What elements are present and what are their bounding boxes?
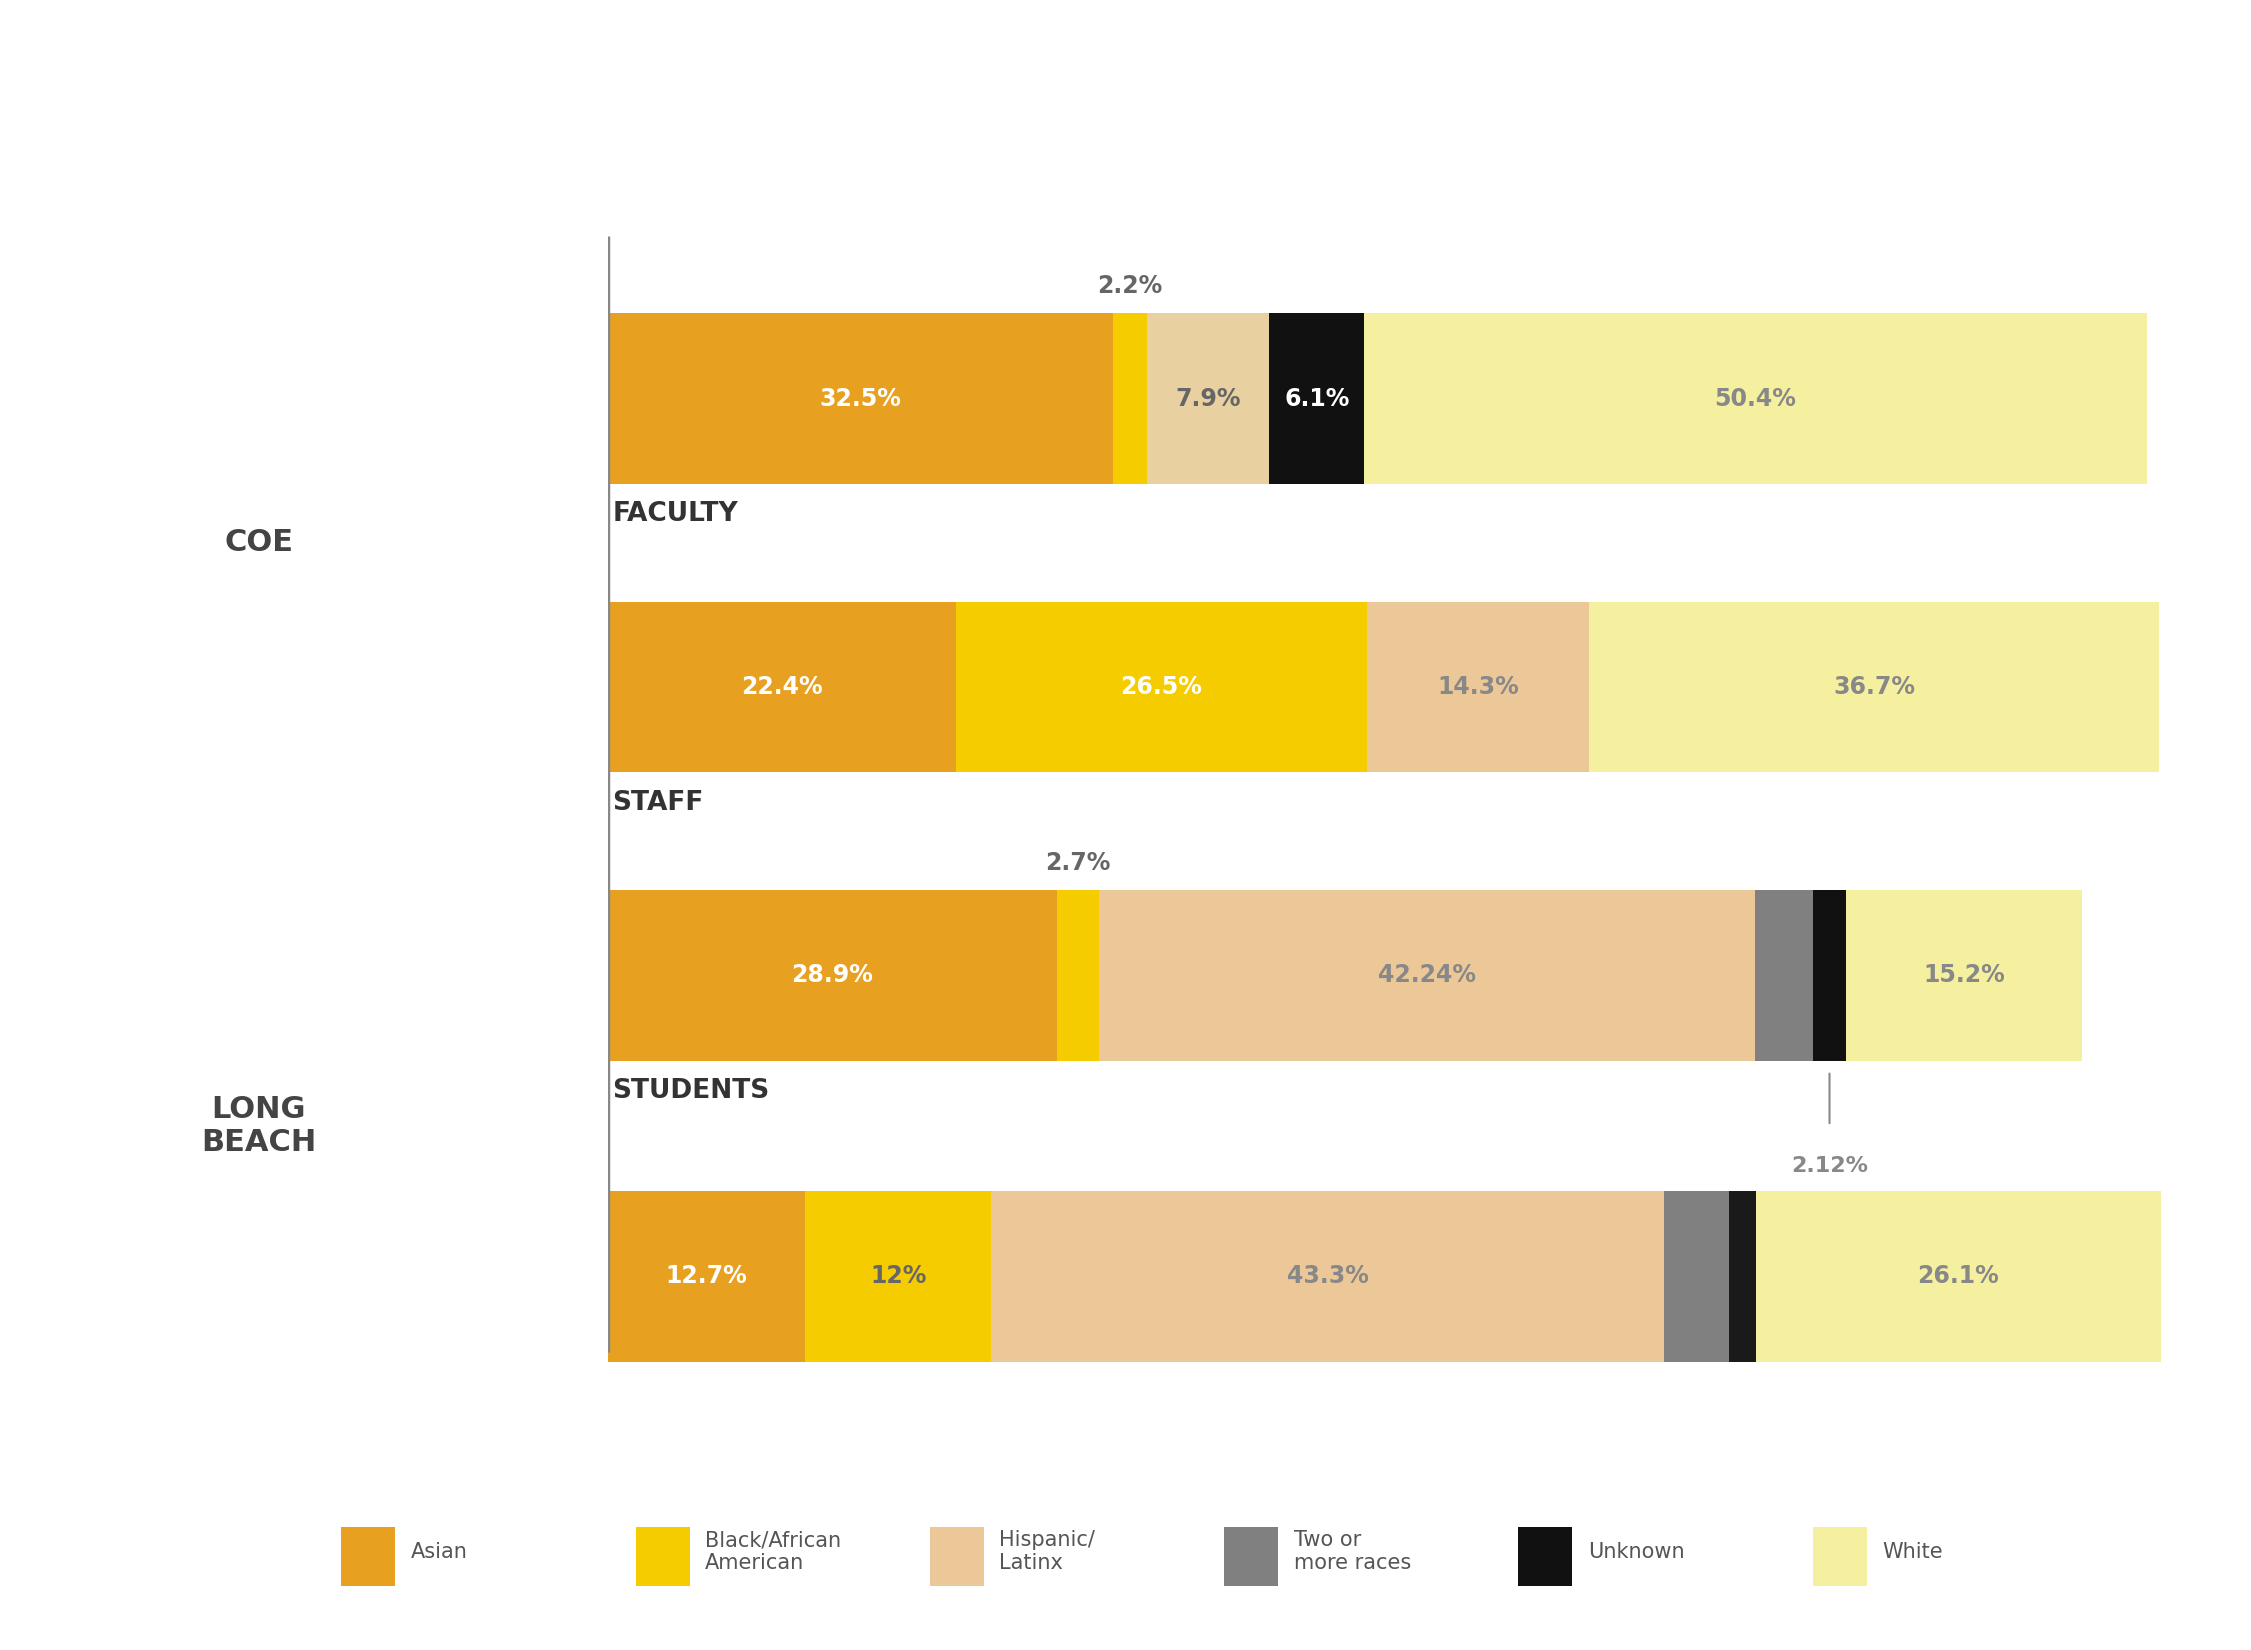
Bar bbox=[1756, 1191, 2161, 1361]
Text: 26.1%: 26.1% bbox=[1918, 1264, 1999, 1289]
Bar bbox=[1754, 891, 1812, 1061]
Text: Asian: Asian bbox=[412, 1541, 468, 1563]
Bar bbox=[1589, 602, 2159, 772]
Text: 6.1%: 6.1% bbox=[1283, 386, 1351, 411]
Text: 42.24%: 42.24% bbox=[1378, 964, 1477, 987]
Text: 14.3%: 14.3% bbox=[1438, 675, 1519, 700]
Text: 15.2%: 15.2% bbox=[1922, 964, 2006, 987]
Bar bbox=[1056, 891, 1098, 1061]
Text: 36.7%: 36.7% bbox=[1832, 675, 1916, 700]
Text: 12.7%: 12.7% bbox=[666, 1264, 747, 1289]
Bar bbox=[957, 602, 1366, 772]
Bar bbox=[635, 1526, 689, 1586]
Text: 2.2%: 2.2% bbox=[1096, 274, 1162, 299]
Bar bbox=[1146, 314, 1270, 483]
Text: 7.9%: 7.9% bbox=[1175, 386, 1240, 411]
Text: 2.7%: 2.7% bbox=[1044, 851, 1110, 874]
Bar bbox=[608, 314, 1112, 483]
Text: Two or
more races: Two or more races bbox=[1294, 1530, 1411, 1574]
Bar bbox=[1225, 1526, 1279, 1586]
Bar bbox=[1112, 314, 1146, 483]
Text: Hispanic/
Latinx: Hispanic/ Latinx bbox=[999, 1530, 1096, 1574]
Bar bbox=[930, 1526, 984, 1586]
Text: STUDENTS: STUDENTS bbox=[612, 1079, 770, 1104]
Text: 12%: 12% bbox=[871, 1264, 927, 1289]
Text: 32.5%: 32.5% bbox=[819, 386, 900, 411]
Text: FACULTY: FACULTY bbox=[612, 502, 738, 528]
Bar bbox=[990, 1191, 1663, 1361]
Bar bbox=[1098, 891, 1754, 1061]
Text: Unknown: Unknown bbox=[1587, 1541, 1684, 1563]
Text: 26.5%: 26.5% bbox=[1121, 675, 1202, 700]
Text: 28.9%: 28.9% bbox=[792, 964, 873, 987]
Bar bbox=[1366, 602, 1589, 772]
Bar bbox=[342, 1526, 396, 1586]
Bar bbox=[608, 602, 957, 772]
Text: COE DEMOGRAPHICS: COE DEMOGRAPHICS bbox=[122, 66, 840, 124]
Bar bbox=[1812, 1526, 1866, 1586]
Text: 43.3%: 43.3% bbox=[1288, 1264, 1369, 1289]
Text: STAFF: STAFF bbox=[612, 790, 705, 815]
Text: 50.4%: 50.4% bbox=[1715, 386, 1796, 411]
Bar bbox=[608, 1191, 806, 1361]
Bar bbox=[1663, 1191, 1729, 1361]
Bar bbox=[1270, 314, 1364, 483]
Text: 3.76%: 3.76% bbox=[1742, 851, 1826, 874]
Text: 2.12%: 2.12% bbox=[1792, 1157, 1868, 1176]
Bar bbox=[1729, 1191, 1756, 1361]
Bar bbox=[806, 1191, 990, 1361]
Bar bbox=[1517, 1526, 1573, 1586]
Text: White: White bbox=[1882, 1541, 1943, 1563]
Bar bbox=[1364, 314, 2147, 483]
Bar bbox=[608, 891, 1056, 1061]
Bar bbox=[1812, 891, 1846, 1061]
Bar bbox=[1846, 891, 2082, 1061]
Text: COE: COE bbox=[225, 528, 293, 558]
Text: 4.2%: 4.2% bbox=[1663, 1152, 1729, 1176]
Text: 22.4%: 22.4% bbox=[741, 675, 822, 700]
Text: Black/African
American: Black/African American bbox=[705, 1530, 842, 1574]
Text: LONG
BEACH: LONG BEACH bbox=[200, 1094, 317, 1157]
